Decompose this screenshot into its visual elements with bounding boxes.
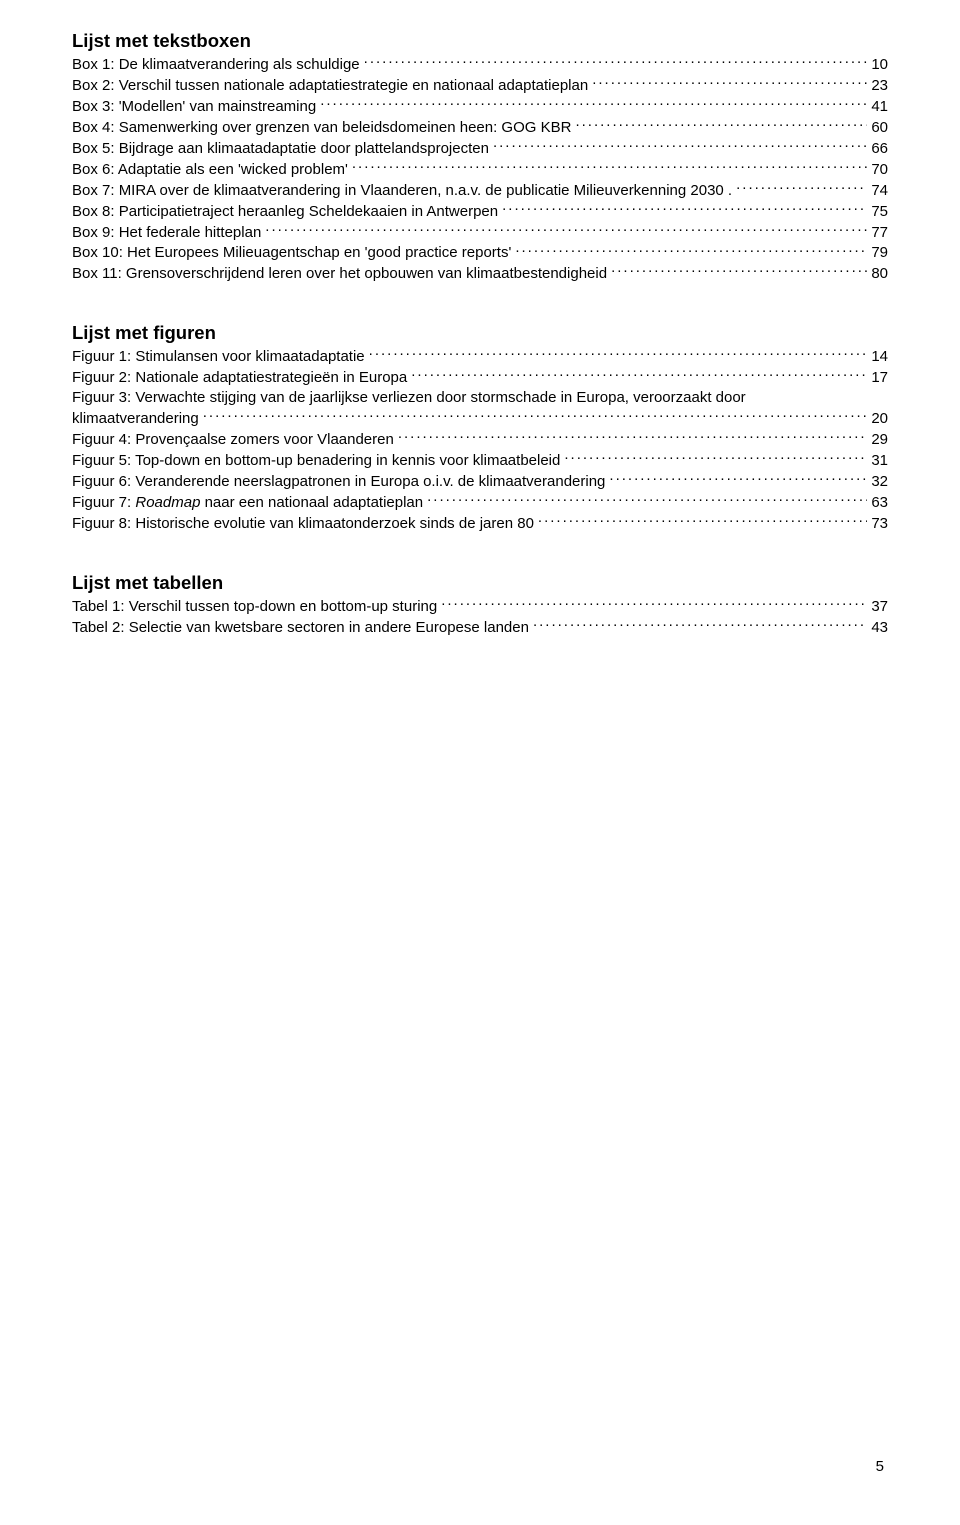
toc-leader: [575, 117, 867, 132]
toc-entry-label: Box 9: Het federale hitteplan: [72, 223, 261, 243]
toc-leader: [592, 75, 867, 90]
toc-entry-page: 23: [871, 76, 888, 96]
heading-figures: Lijst met figuren: [72, 322, 888, 344]
toc-entry-page: 17: [871, 368, 888, 388]
toc-leader: [364, 54, 868, 69]
toc-entry-label: Figuur 3: Verwachte stijging van de jaar…: [72, 388, 746, 408]
toc-leader: [411, 367, 867, 382]
toc-leader: [320, 96, 867, 111]
toc-entry-page: 80: [871, 264, 888, 284]
toc-entry-label: Box 1: De klimaatverandering als schuldi…: [72, 55, 360, 75]
toc-entry: Figuur 4: Provençaalse zomers voor Vlaan…: [72, 429, 888, 450]
toc-entry: Box 11: Grensoverschrijdend leren over h…: [72, 263, 888, 284]
toc-entry-page: 60: [871, 118, 888, 138]
toc-entry-page: 66: [871, 139, 888, 159]
toc-leader: [609, 471, 867, 486]
toc-entry-label: Figuur 2: Nationale adaptatiestrategieën…: [72, 368, 407, 388]
toc-tables-list: Tabel 1: Verschil tussen top-down en bot…: [72, 596, 888, 638]
toc-leader: [611, 263, 867, 278]
heading-tables: Lijst met tabellen: [72, 572, 888, 594]
toc-boxes-list: Box 1: De klimaatverandering als schuldi…: [72, 54, 888, 284]
toc-entry: Figuur 1: Stimulansen voor klimaatadapta…: [72, 346, 888, 367]
toc-entry: Tabel 1: Verschil tussen top-down en bot…: [72, 596, 888, 617]
toc-entry: klimaatverandering 20: [72, 408, 888, 429]
toc-entry: Figuur 6: Veranderende neerslagpatronen …: [72, 471, 888, 492]
toc-entry-page: 41: [871, 97, 888, 117]
toc-leader: [352, 159, 867, 174]
toc-entry-label: Figuur 6: Veranderende neerslagpatronen …: [72, 472, 605, 492]
toc-leader: [736, 180, 867, 195]
toc-leader: [515, 242, 867, 257]
toc-entry-label: Box 6: Adaptatie als een 'wicked problem…: [72, 160, 348, 180]
toc-entry-label: Box 3: 'Modellen' van mainstreaming: [72, 97, 316, 117]
toc-entry-page: 75: [871, 202, 888, 222]
toc-leader: [265, 222, 867, 237]
toc-leader: [493, 138, 867, 153]
toc-leader: [398, 429, 867, 444]
toc-entry: Tabel 2: Selectie van kwetsbare sectoren…: [72, 617, 888, 638]
toc-entry: Figuur 8: Historische evolutie van klima…: [72, 513, 888, 534]
toc-entry-page: 79: [871, 243, 888, 263]
toc-entry-page: 74: [871, 181, 888, 201]
toc-entry-label: Box 4: Samenwerking over grenzen van bel…: [72, 118, 571, 138]
toc-entry-page: 73: [871, 514, 888, 534]
toc-entry-label: Figuur 5: Top-down en bottom-up benaderi…: [72, 451, 560, 471]
toc-entry: Box 2: Verschil tussen nationale adaptat…: [72, 75, 888, 96]
toc-leader: [533, 617, 867, 632]
toc-entry-page: 10: [871, 55, 888, 75]
toc-entry: Box 1: De klimaatverandering als schuldi…: [72, 54, 888, 75]
toc-entry: Figuur 3: Verwachte stijging van de jaar…: [72, 388, 888, 408]
toc-entry-label: Figuur 8: Historische evolutie van klima…: [72, 514, 534, 534]
toc-entry: Box 5: Bijdrage aan klimaatadaptatie doo…: [72, 138, 888, 159]
toc-leader: [203, 408, 868, 423]
toc-entry-page: 70: [871, 160, 888, 180]
toc-entry-label: Box 5: Bijdrage aan klimaatadaptatie doo…: [72, 139, 489, 159]
toc-leader: [502, 201, 867, 216]
toc-entry-page: 63: [871, 493, 888, 513]
toc-entry-page: 77: [871, 223, 888, 243]
toc-entry: Box 7: MIRA over de klimaatverandering i…: [72, 180, 888, 201]
toc-entry-label: Tabel 2: Selectie van kwetsbare sectoren…: [72, 618, 529, 638]
toc-entry-page: 31: [871, 451, 888, 471]
toc-leader: [564, 450, 867, 465]
toc-entry-label: Tabel 1: Verschil tussen top-down en bot…: [72, 597, 437, 617]
toc-entry-label: Box 7: MIRA over de klimaatverandering i…: [72, 181, 732, 201]
toc-entry: Box 6: Adaptatie als een 'wicked problem…: [72, 159, 888, 180]
toc-entry-page: 37: [871, 597, 888, 617]
toc-leader: [538, 513, 867, 528]
toc-entry: Box 8: Participatietraject heraanleg Sch…: [72, 201, 888, 222]
toc-entry-page: 29: [871, 430, 888, 450]
toc-entry-page: 43: [871, 618, 888, 638]
toc-entry-label: Figuur 7: Roadmap naar een nationaal ada…: [72, 493, 423, 513]
toc-entry-label: Box 2: Verschil tussen nationale adaptat…: [72, 76, 588, 96]
toc-entry-page: 20: [871, 409, 888, 429]
heading-boxes: Lijst met tekstboxen: [72, 30, 888, 52]
toc-entry-label: Box 11: Grensoverschrijdend leren over h…: [72, 264, 607, 284]
toc-entry: Figuur 7: Roadmap naar een nationaal ada…: [72, 492, 888, 513]
toc-figures-list: Figuur 1: Stimulansen voor klimaatadapta…: [72, 346, 888, 533]
toc-entry-page: 14: [871, 347, 888, 367]
section-tables: Lijst met tabellen Tabel 1: Verschil tus…: [72, 572, 888, 638]
toc-entry-label: Figuur 1: Stimulansen voor klimaatadapta…: [72, 347, 365, 367]
section-boxes: Lijst met tekstboxen Box 1: De klimaatve…: [72, 30, 888, 284]
toc-leader: [427, 492, 867, 507]
page-number: 5: [876, 1458, 884, 1475]
toc-entry-label: Box 10: Het Europees Milieuagentschap en…: [72, 243, 511, 263]
toc-entry: Figuur 5: Top-down en bottom-up benaderi…: [72, 450, 888, 471]
toc-entry: Box 3: 'Modellen' van mainstreaming 41: [72, 96, 888, 117]
toc-entry: Figuur 2: Nationale adaptatiestrategieën…: [72, 367, 888, 388]
toc-leader: [441, 596, 867, 611]
toc-entry-label: Figuur 4: Provençaalse zomers voor Vlaan…: [72, 430, 394, 450]
toc-entry-label: Box 8: Participatietraject heraanleg Sch…: [72, 202, 498, 222]
toc-entry: Box 10: Het Europees Milieuagentschap en…: [72, 242, 888, 263]
toc-entry: Box 4: Samenwerking over grenzen van bel…: [72, 117, 888, 138]
section-figures: Lijst met figuren Figuur 1: Stimulansen …: [72, 322, 888, 533]
toc-entry-page: 32: [871, 472, 888, 492]
toc-leader: [369, 346, 868, 361]
toc-entry-label: klimaatverandering: [72, 409, 199, 429]
toc-entry: Box 9: Het federale hitteplan 77: [72, 222, 888, 243]
